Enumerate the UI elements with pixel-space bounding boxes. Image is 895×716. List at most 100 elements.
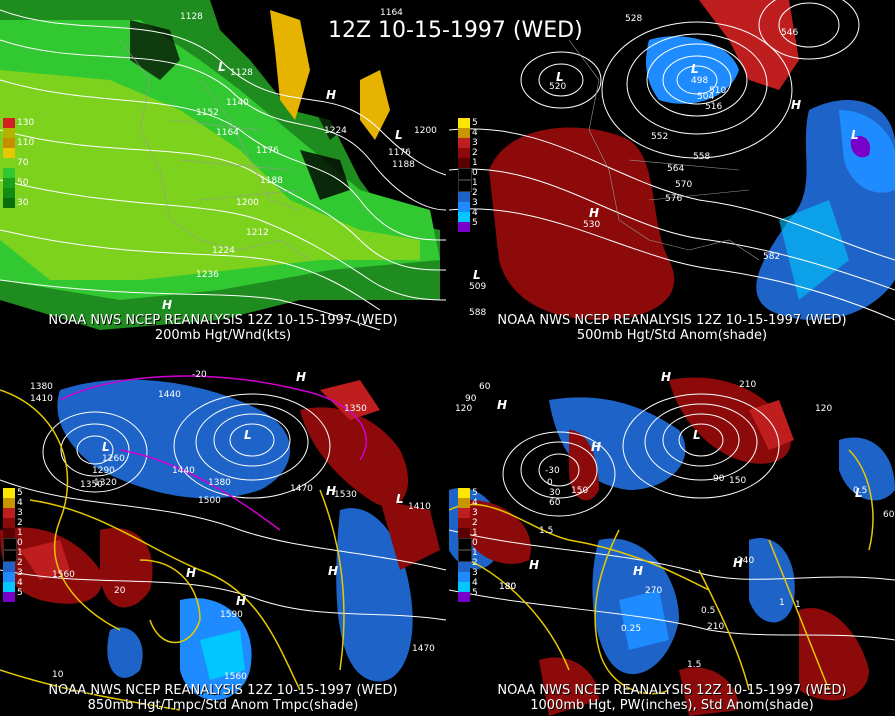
legend-label: 1 [17,528,23,538]
legend-label: 2 [472,558,478,568]
contour-label: 558 [693,152,711,162]
contour-label: 1224 [324,126,347,136]
legend-swatch [3,498,15,508]
legend-swatch [458,592,470,602]
main-title: 12Z 10-15-1997 (WED) [328,18,583,43]
high-low-marker: H [326,88,337,102]
legend-swatch [458,508,470,518]
high-low-marker: H [661,370,672,384]
contour-label: 1320 [94,478,117,488]
high-low-marker: H [497,398,508,412]
legend-swatch [458,168,472,180]
contour-label: 60 [883,510,895,520]
high-low-marker: H [328,564,339,578]
high-low-marker: H [326,484,337,498]
contour-label: 270 [645,586,663,596]
contour-label: 210 [739,380,757,390]
legend-swatch [3,592,15,602]
legend-swatch [458,222,470,232]
contour-label: 1350 [344,404,367,414]
legend-swatch [3,168,15,178]
contour-label: 150 [729,476,747,486]
high-low-marker: L [102,440,110,454]
legend-label: 4 [472,128,478,138]
legend-label: 0 [472,538,478,548]
contour-label: 1200 [414,126,437,136]
legend-label: 1 [472,178,478,188]
contour-label: 552 [651,132,669,142]
contour-label: 564 [667,164,685,174]
contour-label: 582 [763,252,781,262]
contour-label: 509 [469,282,487,292]
contour-label: 1164 [380,8,403,18]
legend-label: 3 [17,508,23,518]
contour-label: 0.25 [621,624,642,634]
legend-swatch [3,158,15,168]
legend-swatch [3,188,15,198]
legend-label: 2 [472,188,478,198]
contour-label: 1290 [92,466,115,476]
contour-label: 210 [707,622,725,632]
high-low-marker: L [556,70,564,84]
legend-swatch [458,488,470,498]
legend-label: 5 [472,588,478,598]
contour-label: 120 [455,404,473,414]
contour-label: 1530 [334,490,357,500]
legend-label: 2 [472,518,478,528]
legend-swatch [458,148,470,158]
high-low-marker: H [589,206,600,220]
panel-200mb: 130 110 70 50 30 L H L H 1128 1128 1140 1152… [0,0,446,346]
contour-label: 1236 [196,270,219,280]
contour-label: 588 [469,308,487,318]
contour-label: 546 [781,28,799,38]
high-low-marker: H [591,440,602,454]
contour-label: 180 [499,582,517,592]
contour-label: 1410 [408,502,431,512]
contour-label: 1380 [30,382,53,392]
legend-label: 5 [17,488,23,498]
panel-caption-source: NOAA NWS NCEP REANALYSIS 12Z 10-15-1997 … [497,313,847,328]
high-low-marker: L [396,492,404,506]
contour-label: 1380 [208,478,231,488]
legend-label: 4 [472,208,478,218]
contour-label: 1152 [196,108,219,118]
legend-label: 1 [472,528,478,538]
panel-caption-field: 500mb Hgt/Std Anom(shade) [576,328,768,343]
contour-label: -30 [545,466,560,476]
contour-label: 510 [709,86,727,96]
high-low-marker: H [186,566,197,580]
panel-caption-field: 850mb Hgt/Tmpc/Std Anom Tmpc(shade) [87,698,359,713]
contour-label: 1470 [412,644,435,654]
legend-label: 30 [17,198,29,208]
contour-label: 1 [779,598,785,608]
contour-label: 60 [549,498,561,508]
map-850mb-shading [0,370,446,716]
contour-label: 150 [571,486,589,496]
legend-swatch [3,488,15,498]
legend-swatch [458,550,472,562]
legend-label: 5 [472,218,478,228]
contour-label: 1224 [212,246,235,256]
high-low-marker: H [733,556,744,570]
contour-label: 1188 [392,160,415,170]
contour-label: 1500 [198,496,221,506]
legend-label: 4 [17,498,23,508]
legend-swatch [458,180,472,192]
legend-label: 0 [472,168,478,178]
contour-label: 576 [665,194,683,204]
legend-swatch [458,562,470,572]
high-low-marker: L [691,62,699,76]
legend-swatch [3,128,15,138]
contour-label: 1 [795,600,801,610]
high-low-marker: H [162,298,173,312]
contour-label: 528 [625,14,643,24]
legend-swatch [3,582,15,592]
contour-label: 1188 [260,176,283,186]
legend-swatch [458,518,470,528]
contour-label: 1590 [220,610,243,620]
legend-label: 3 [472,138,478,148]
contour-label: 1350 [80,480,103,490]
